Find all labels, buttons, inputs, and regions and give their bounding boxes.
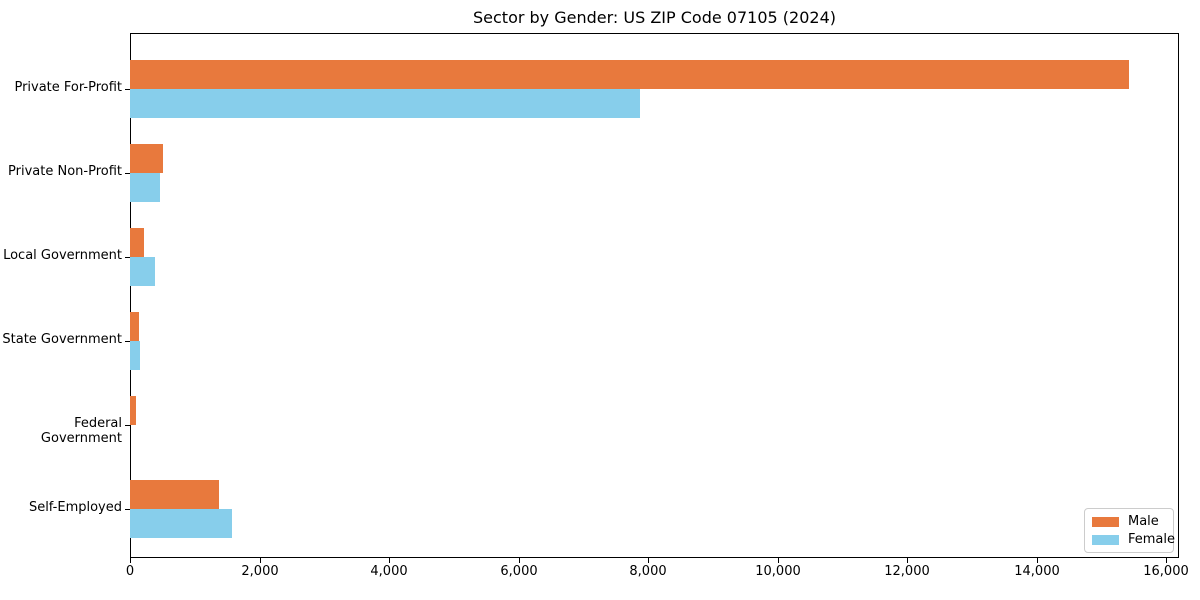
y-axis-tick <box>125 341 130 342</box>
y-tick-label-4: Federal Government <box>40 416 122 446</box>
bar-female-1 <box>130 173 160 202</box>
x-tick-label-2: 4,000 <box>370 564 408 579</box>
x-tick-label-3: 6,000 <box>500 564 538 579</box>
legend-item-male: Male <box>1092 514 1166 529</box>
x-axis-tick <box>1037 558 1038 563</box>
bar-female-5 <box>130 509 232 538</box>
plot-area <box>130 33 1179 558</box>
y-tick-label-1: Private Non-Profit <box>8 164 122 179</box>
bar-male-4 <box>130 396 136 425</box>
bar-female-3 <box>130 341 140 370</box>
y-axis-tick <box>125 89 130 90</box>
x-axis-tick <box>907 558 908 563</box>
chart-title: Sector by Gender: US ZIP Code 07105 (202… <box>473 8 836 27</box>
x-axis-tick <box>260 558 261 563</box>
x-tick-label-8: 16,000 <box>1143 564 1189 579</box>
x-tick-label-5: 10,000 <box>755 564 801 579</box>
x-axis-tick <box>1166 558 1167 563</box>
bar-female-2 <box>130 257 155 286</box>
x-axis-tick <box>519 558 520 563</box>
x-tick-label-4: 8,000 <box>629 564 667 579</box>
y-axis-tick <box>125 509 130 510</box>
legend-label-female: Female <box>1128 532 1176 547</box>
x-axis-tick <box>778 558 779 563</box>
y-axis-tick <box>125 425 130 426</box>
bar-male-5 <box>130 480 219 509</box>
y-tick-label-5: Self-Employed <box>28 500 122 515</box>
bar-male-2 <box>130 228 144 257</box>
legend: Male Female <box>1084 508 1175 553</box>
bar-male-3 <box>130 312 139 341</box>
y-axis-tick <box>125 173 130 174</box>
x-axis-tick <box>130 558 131 563</box>
y-axis-tick <box>125 257 130 258</box>
y-tick-label-3: State Government <box>2 332 122 347</box>
legend-item-female: Female <box>1092 532 1175 547</box>
female-color-swatch <box>1092 534 1119 545</box>
bar-male-1 <box>130 144 163 173</box>
legend-label-male: Male <box>1128 514 1159 529</box>
x-tick-label-0: 0 <box>125 564 135 579</box>
bar-female-0 <box>130 89 640 118</box>
x-tick-label-6: 12,000 <box>884 564 930 579</box>
y-tick-label-2: Local Government <box>3 248 122 263</box>
bar-male-0 <box>130 60 1129 89</box>
y-tick-label-0: Private For-Profit <box>14 80 122 95</box>
x-axis-tick <box>389 558 390 563</box>
x-tick-label-1: 2,000 <box>241 564 279 579</box>
x-axis-tick <box>648 558 649 563</box>
x-tick-label-7: 14,000 <box>1014 564 1060 579</box>
male-color-swatch <box>1092 516 1119 527</box>
